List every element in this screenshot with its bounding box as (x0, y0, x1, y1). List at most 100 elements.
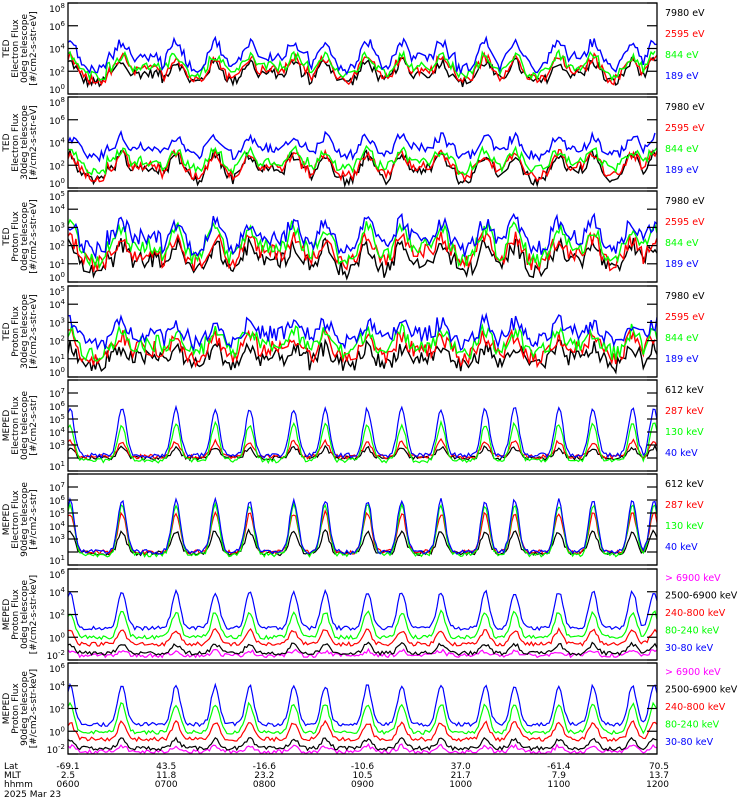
y-tick-label: 10-2 (47, 743, 65, 756)
series-2595-ev (68, 147, 657, 183)
y-tick-label: 106 (49, 114, 65, 127)
legend-entry: 80-240 keV (665, 626, 720, 637)
y-tick-label: 102 (49, 240, 65, 253)
legend-entry: 844 eV (665, 144, 699, 155)
panel-3-ylabel-line: Proton Flux (11, 211, 21, 262)
series-844-ev (68, 144, 657, 176)
panel-7-ylabel-line: [#/cm2-s-str-keV] (29, 575, 39, 654)
panel-8-ylabel-line: 90deg telescope (20, 671, 30, 746)
panel-8-ylabel-line: Proton Flux (11, 683, 21, 734)
legend-entry: > 6900 keV (665, 667, 721, 678)
legend-entry: 40 keV (665, 448, 698, 459)
panel-8-ylabel-line: MEPED (2, 693, 12, 725)
footer-date: 2025 Mar 23 (4, 790, 61, 800)
x-label-hhmm: 1100 (547, 780, 570, 790)
x-label-hhmm: 1200 (646, 780, 669, 790)
footer-label-lat: Lat (4, 762, 19, 772)
panel-2-ylabel-line: TED (2, 133, 12, 152)
legend-entry: > 6900 keV (665, 573, 721, 584)
panel-2-ylabel-line: Electron Flux (11, 113, 21, 172)
y-tick-label: 104 (49, 426, 65, 439)
y-tick-label: 100 (49, 83, 65, 96)
x-label-mlt: 13.7 (649, 771, 669, 781)
legend-entry: 287 keV (665, 500, 704, 511)
footer-label-mlt: MLT (4, 771, 22, 781)
panel-1-traces (68, 35, 657, 89)
series--6900-kev (68, 743, 657, 754)
panel-2-traces (68, 129, 657, 188)
legend-entry: 7980 eV (665, 291, 705, 302)
legend-entry: 2595 eV (665, 217, 705, 228)
y-tick-label: 102 (49, 65, 65, 78)
panel-1-ylabel-line: [#/cm2-s-str-eV] (29, 11, 39, 86)
y-tick-label: 105 (49, 413, 65, 426)
y-tick-label: 104 (49, 298, 65, 311)
y-tick-label: 100 (49, 177, 65, 190)
legend-entry: 130 keV (665, 521, 704, 532)
panel-1-ylabel-line: TED (2, 39, 12, 58)
panel-frame (67, 473, 658, 566)
x-label-lat: -16.6 (253, 762, 277, 772)
legend-entry: 189 eV (665, 165, 699, 176)
y-tick-label: 107 (49, 481, 65, 494)
y-tick-label: 104 (49, 203, 65, 216)
legend-entry: 7980 eV (665, 8, 705, 19)
series-30-80-kev (68, 682, 657, 728)
legend-entry: 30-80 keV (665, 737, 714, 748)
panel-1-ylabel-line: Electron Flux (11, 19, 21, 78)
panel-2-ylabel-line: [#/cm2-s-str-eV] (29, 105, 39, 180)
y-tick-label: 101 (49, 353, 65, 366)
legend-entry: 2595 eV (665, 123, 705, 134)
panel-4-traces (68, 312, 657, 375)
x-label-lat: 37.0 (451, 762, 471, 772)
y-tick-label: 101 (49, 258, 65, 271)
y-tick-label: 102 (49, 159, 65, 172)
series--6900-kev (68, 647, 657, 659)
y-tick-label: 102 (49, 335, 65, 348)
y-tick-label: 106 (49, 662, 65, 675)
footer-label-hhmm: hhmm (4, 780, 33, 790)
panel-6-ylabel-line: [#/cm2-s-str] (29, 489, 39, 549)
y-tick-label: 104 (49, 680, 65, 693)
series-7980-ev (68, 235, 657, 281)
legend-entry: 240-800 keV (665, 608, 726, 619)
y-tick-label: 103 (49, 221, 65, 234)
x-label-hhmm: 0800 (253, 780, 276, 790)
y-tick-label: 101 (49, 554, 65, 567)
y-tick-label: 107 (49, 387, 65, 400)
legend-entry: 130 keV (665, 427, 704, 438)
series-80-240-kev (68, 701, 657, 736)
series-612-kev (68, 444, 657, 462)
panel-4-ylabel-line: Proton Flux (11, 306, 21, 357)
x-label-mlt: 21.7 (451, 771, 471, 781)
series-80-240-kev (68, 609, 657, 641)
legend-entry: 7980 eV (665, 102, 705, 113)
legend-entry: 40 keV (665, 542, 698, 553)
series-40-kev (68, 404, 657, 459)
legend-entry: 189 eV (665, 71, 699, 82)
x-label-mlt: 10.5 (352, 771, 372, 781)
panel-frame (67, 190, 658, 283)
y-tick-label: 104 (49, 43, 65, 56)
series-844-ev (68, 218, 657, 270)
series-189-ev (68, 129, 656, 163)
panel-5-ylabel-line: [#/cm2-s-str] (29, 395, 39, 455)
legend-entry: 7980 eV (665, 196, 705, 207)
y-tick-label: 108 (49, 96, 65, 109)
x-label-mlt: 23.2 (254, 771, 274, 781)
panel-2-ylabel-line: 30deg telescope (20, 105, 30, 180)
x-label-lat: 70.5 (649, 762, 669, 772)
y-tick-label: 105 (49, 507, 65, 520)
y-tick-label: 102 (49, 609, 65, 622)
y-tick-label: 106 (49, 400, 65, 413)
legend-entry: 612 keV (665, 479, 704, 490)
panel-4-ylabel-line: TED (2, 322, 12, 341)
legend-entry: 80-240 keV (665, 720, 720, 731)
y-tick-label: 106 (49, 494, 65, 507)
series-30-80-kev (68, 588, 657, 632)
